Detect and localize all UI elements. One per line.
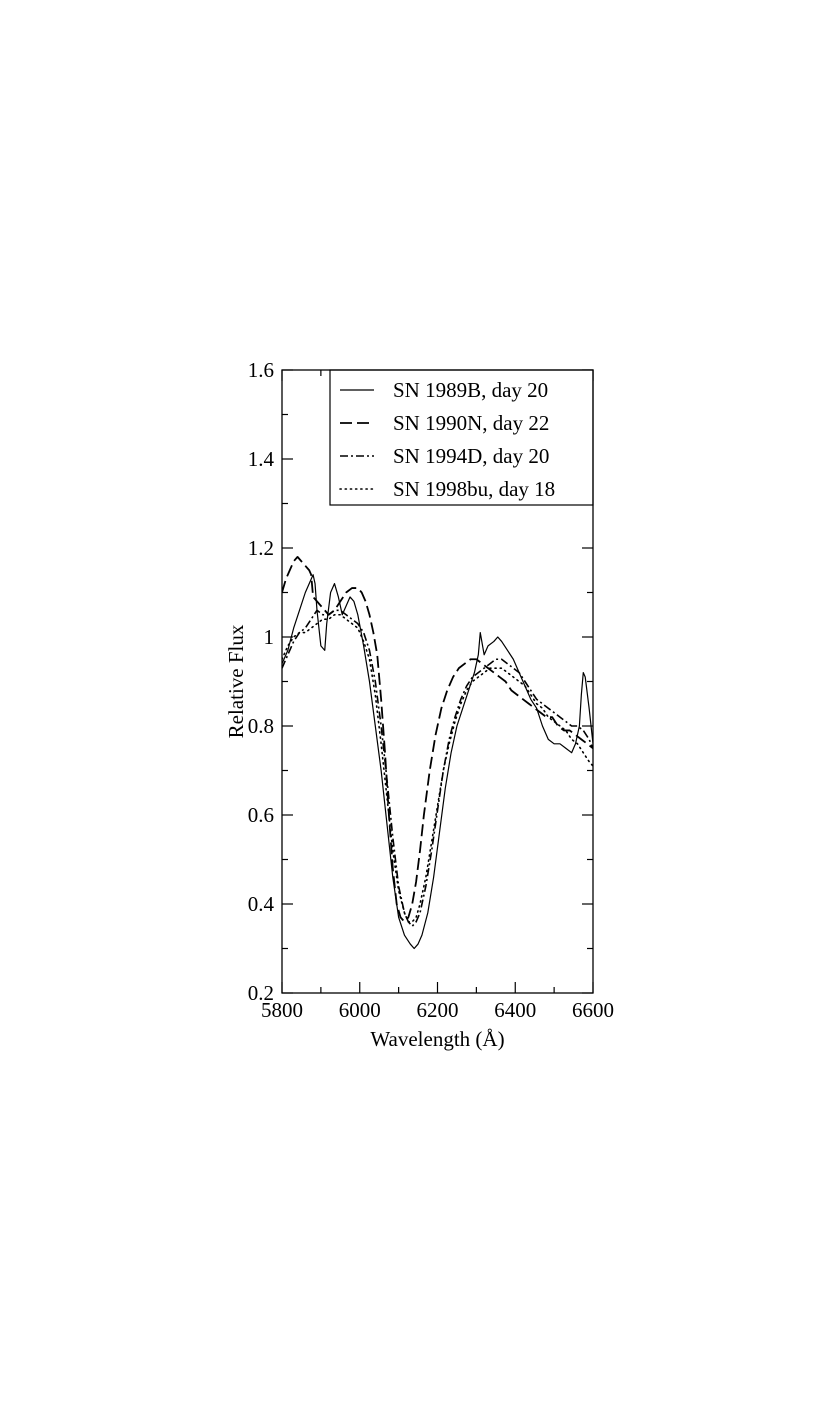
series-line-4 (282, 613, 593, 923)
tick-labels: 5800 6000 6200 6400 6600 0.2 0.4 0.6 0.8 1 1.2 1.4 1… (248, 358, 614, 1022)
legend-entry: SN 1990N, day 22 (393, 411, 549, 435)
x-tick-label: 6600 (572, 998, 614, 1022)
y-tick-label: 1.2 (248, 536, 274, 560)
series-line-1 (282, 574, 593, 950)
x-axis-label: Wavelength (Å) (370, 1027, 504, 1051)
legend-entry: SN 1989B, day 20 (393, 378, 548, 402)
series-line-2 (282, 556, 593, 923)
y-tick-label: 1.6 (248, 358, 274, 382)
x-tick-label: 6400 (494, 998, 536, 1022)
series-line-3 (282, 609, 593, 928)
legend-entry: SN 1994D, day 20 (393, 444, 549, 468)
legend-entry: SN 1998bu, day 18 (393, 477, 555, 501)
legend-box (329, 369, 594, 506)
x-tick-label: 5800 (261, 998, 303, 1022)
legend: SN 1989B, day 20 SN 1990N, day 22 SN 1994D… (329, 369, 594, 506)
y-tick-label: 1 (264, 625, 275, 649)
y-tick-label: 0.6 (248, 803, 274, 827)
x-tick-label: 6200 (417, 998, 459, 1022)
y-tick-label: 0.8 (248, 714, 274, 738)
x-tick-label: 6000 (339, 998, 381, 1022)
y-axis-label: Relative Flux (224, 624, 248, 738)
plot-frame (281, 369, 594, 994)
y-tick-label: 0.4 (248, 892, 275, 916)
y-tick-label: 0.2 (248, 981, 274, 1005)
y-tick-label: 1.4 (248, 447, 275, 471)
